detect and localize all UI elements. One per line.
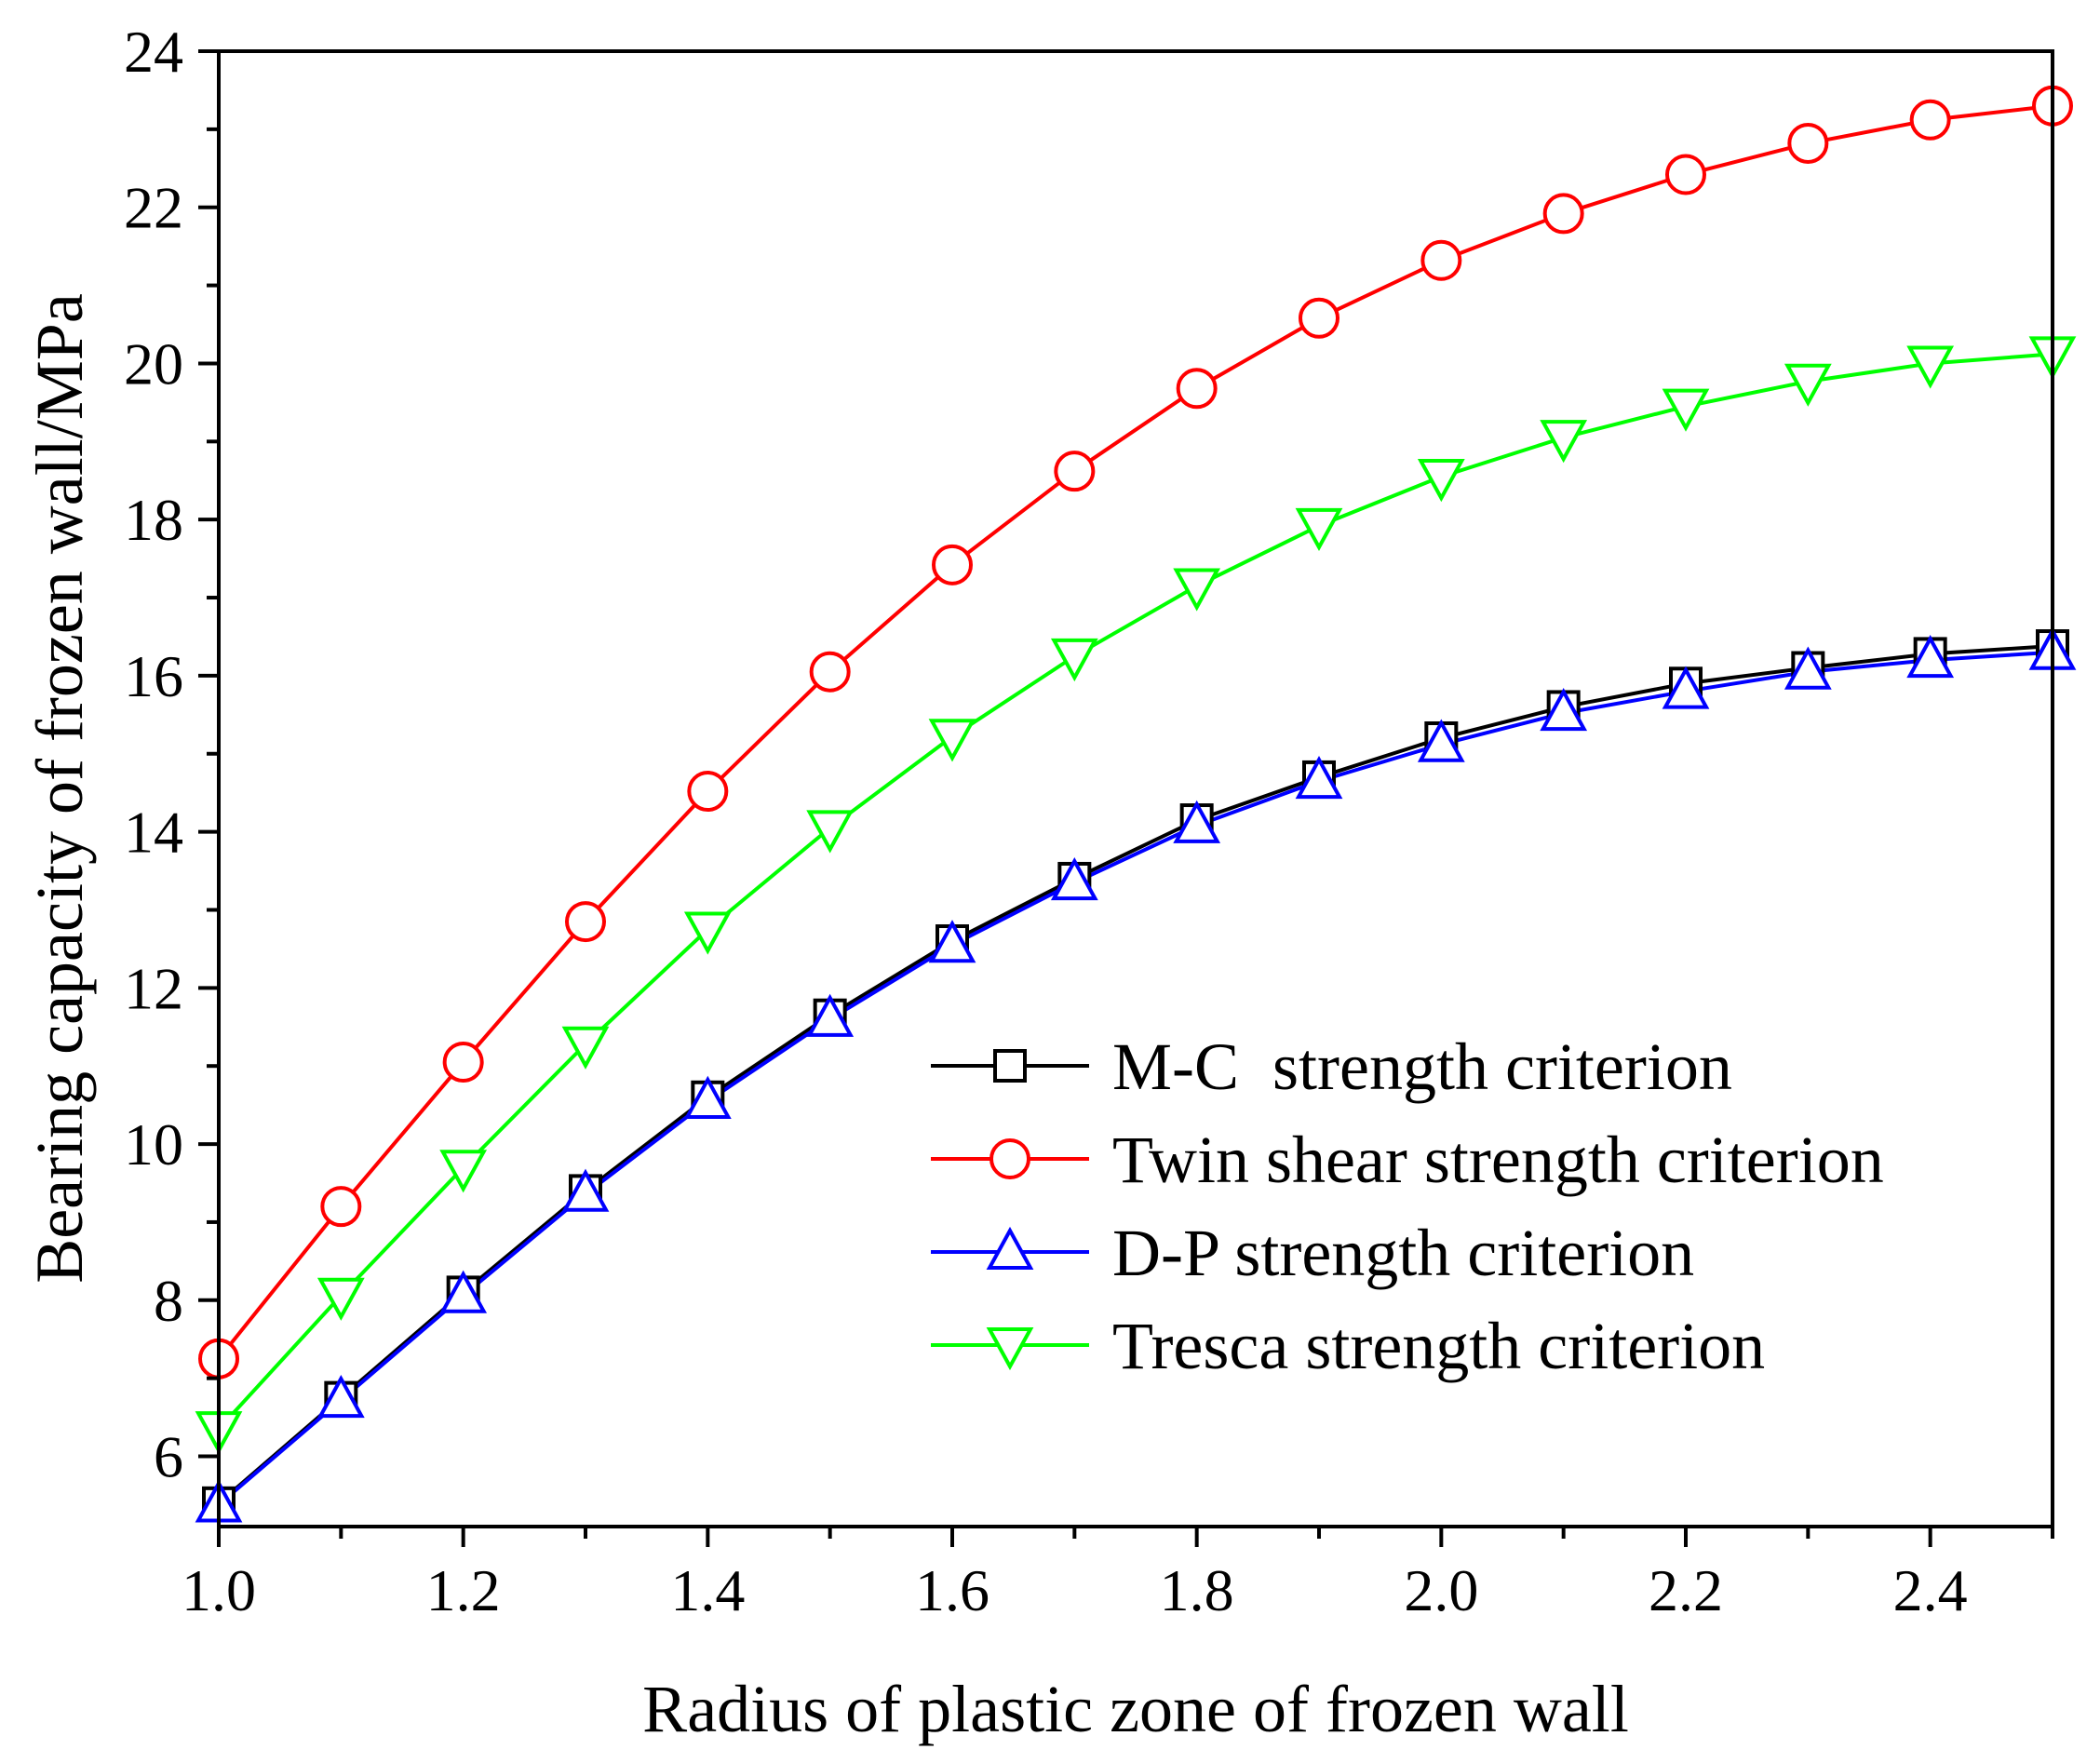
data-point-series-4 [1784, 363, 1832, 407]
x-tick-label: 1.6 [915, 1557, 989, 1623]
axis-ticks [198, 49, 2054, 1547]
legend-marker-4 [986, 1327, 1034, 1371]
data-point-series-3 [1295, 755, 1343, 800]
x-tick-labels: 1.0 1.2 1.4 1.6 1.8 2.0 2.2 2.4 [182, 1557, 1968, 1623]
data-point-series-3 [1906, 634, 1955, 679]
data-point-series-2 [687, 771, 729, 813]
legend-marker-1 [993, 1049, 1027, 1083]
y-tick-label: 8 [154, 1268, 183, 1334]
legend: M-C strength criterion Twin shear strengt… [931, 1030, 1884, 1383]
series-line-2 [217, 103, 2053, 1360]
data-point-series-4 [1173, 568, 1221, 612]
data-point-series-3 [1417, 719, 1465, 762]
x-axis-title: Radius of plastic zone of frozen wall [642, 1672, 1629, 1746]
x-tick-label: 1.8 [1160, 1557, 1234, 1623]
y-tick-label: 12 [124, 955, 183, 1021]
x-tick-label: 1.4 [670, 1557, 745, 1623]
data-point-series-4 [1295, 507, 1343, 552]
data-point-series-3 [561, 1168, 610, 1212]
y-axis-title: Bearing capacity of frozen wall/MPa [22, 293, 97, 1284]
data-point-series-3 [316, 1374, 365, 1419]
data-point-series-4 [683, 911, 732, 955]
x-tick-label: 2.0 [1404, 1557, 1478, 1623]
y-tick-label: 10 [124, 1111, 183, 1178]
x-tick-label: 2.2 [1649, 1557, 1723, 1623]
data-point-series-4 [1050, 638, 1098, 682]
data-point-series-3 [1662, 666, 1710, 709]
series-line-1 [217, 644, 2053, 1505]
data-point-series-2 [1787, 122, 1829, 164]
y-tick-labels: 6 8 10 12 14 16 18 20 22 24 [124, 19, 183, 1490]
y-tick-label: 20 [124, 330, 183, 397]
y-tick-label: 24 [124, 19, 183, 85]
data-point-series-2 [1054, 451, 1096, 492]
data-point-series-2 [1420, 239, 1462, 281]
series-markers [195, 85, 2077, 1523]
y-tick-label: 6 [154, 1424, 183, 1490]
data-point-series-2 [932, 544, 973, 585]
data-point-series-3 [1050, 856, 1098, 901]
x-tick-label: 2.4 [1893, 1557, 1968, 1623]
data-point-series-2 [1909, 99, 1951, 141]
data-point-series-4 [928, 719, 976, 762]
legend-marker-3 [986, 1226, 1034, 1270]
data-point-series-2 [1176, 368, 1218, 410]
data-point-series-4 [439, 1150, 488, 1193]
y-tick-label: 16 [124, 643, 183, 709]
series-line-4 [217, 352, 2053, 1431]
legend-label-2: Twin shear strength criterion [1112, 1123, 1884, 1197]
data-point-series-3 [1784, 646, 1832, 690]
data-point-series-3 [928, 920, 976, 963]
legend-label-1: M-C strength criterion [1112, 1030, 1732, 1104]
data-point-series-2 [1665, 154, 1706, 195]
data-point-series-3 [806, 993, 855, 1037]
data-point-series-2 [1542, 193, 1584, 235]
series-line-3 [217, 650, 2053, 1507]
legend-marker-2 [989, 1138, 1030, 1179]
data-point-series-2 [320, 1186, 362, 1228]
legend-label-4: Tresca strength criterion [1112, 1309, 1765, 1383]
data-point-series-2 [565, 901, 606, 943]
data-point-series-4 [806, 810, 855, 854]
x-tick-label: 1.2 [426, 1557, 501, 1623]
x-tick-label: 1.0 [182, 1557, 256, 1623]
data-point-series-4 [1662, 388, 1710, 432]
data-point-series-4 [1540, 420, 1588, 464]
plot-frame [217, 49, 2054, 1528]
data-point-series-3 [439, 1270, 488, 1313]
data-point-series-4 [316, 1277, 365, 1321]
y-tick-label: 22 [124, 175, 183, 241]
data-point-series-2 [442, 1042, 484, 1083]
data-point-series-2 [809, 651, 851, 693]
data-point-series-2 [1299, 297, 1339, 339]
data-point-series-4 [1417, 459, 1465, 503]
data-point-series-3 [683, 1075, 732, 1119]
data-point-series-4 [1906, 345, 1955, 389]
y-tick-label: 14 [124, 800, 183, 866]
series-lines [217, 103, 2053, 1507]
legend-label-3: D-P strength criterion [1112, 1216, 1694, 1290]
data-point-series-3 [1540, 688, 1588, 732]
data-point-series-4 [561, 1026, 610, 1070]
y-tick-label: 18 [124, 487, 183, 553]
data-point-series-3 [1173, 800, 1221, 843]
